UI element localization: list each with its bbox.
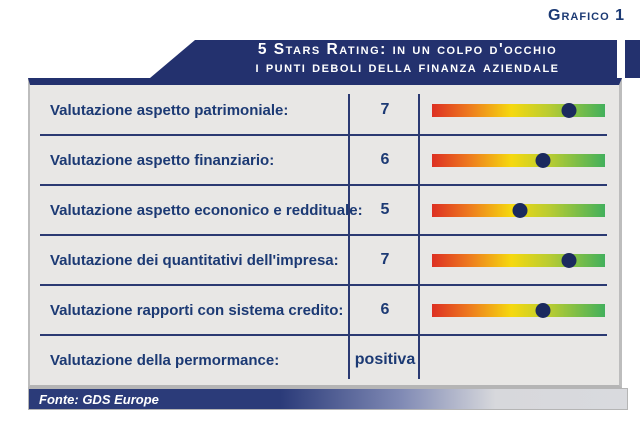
rating-table: Valutazione aspetto patrimoniale: 7 Valu…: [28, 78, 622, 388]
row-value: 7: [380, 251, 390, 268]
row-value: 7: [380, 101, 390, 118]
row-bar-cell: [420, 302, 619, 318]
row-bar-cell: [420, 252, 619, 268]
rating-dot-marker: [535, 152, 551, 168]
rating-gradient-bar: [432, 102, 605, 118]
rating-dot-marker: [561, 252, 577, 268]
column-divider-1: [348, 94, 350, 379]
banner-edge-accent: [625, 40, 640, 78]
row-label: Valutazione aspetto finanziario:: [50, 151, 275, 169]
row-value: 6: [380, 301, 390, 318]
rating-gradient-bar: [432, 202, 605, 218]
rating-gradient-bar: [432, 252, 605, 268]
row-label: Valutazione della permormance:: [50, 351, 280, 369]
table-row: Valutazione aspetto econonico e redditua…: [30, 185, 619, 236]
rating-dot-marker: [512, 202, 528, 218]
title-line-2: i punti deboli della finanza aziendale: [255, 59, 560, 76]
row-value: 5: [380, 201, 390, 218]
source-footer: Fonte: GDS Europe: [28, 388, 628, 410]
figure-number-label: Grafico 1: [548, 7, 625, 24]
rating-gradient-bar: [432, 302, 605, 318]
title-banner: 5 Stars Rating: in un colpo d'occhio i p…: [150, 40, 617, 78]
row-value: positiva: [354, 351, 416, 368]
rating-gradient-bar: [432, 152, 605, 168]
table-body: Valutazione aspetto patrimoniale: 7 Valu…: [30, 85, 619, 385]
rating-dot-marker: [561, 102, 577, 118]
column-divider-2: [418, 94, 420, 379]
row-label: Valutazione rapporti con sistema credito…: [50, 301, 344, 319]
row-value: 6: [380, 151, 390, 168]
row-bar-cell: [420, 102, 619, 118]
source-text: Fonte: GDS Europe: [39, 391, 159, 407]
row-bar-cell: [420, 152, 619, 168]
table-row: Valutazione dei quantitativi dell'impres…: [30, 235, 619, 286]
row-bar-cell: [420, 202, 619, 218]
table-row: Valutazione aspetto patrimoniale: 7: [30, 85, 619, 136]
row-label: Valutazione aspetto econonico e redditua…: [50, 201, 363, 219]
title-line-1: 5 Stars Rating: in un colpo d'occhio: [257, 41, 558, 58]
table-row: Valutazione rapporti con sistema credito…: [30, 285, 619, 336]
row-label: Valutazione aspetto patrimoniale:: [50, 101, 289, 119]
row-label: Valutazione dei quantitativi dell'impres…: [50, 251, 339, 269]
rating-dot-marker: [535, 302, 551, 318]
table-row: Valutazione della permormance: positiva: [30, 335, 619, 385]
table-row: Valutazione aspetto finanziario: 6: [30, 135, 619, 186]
